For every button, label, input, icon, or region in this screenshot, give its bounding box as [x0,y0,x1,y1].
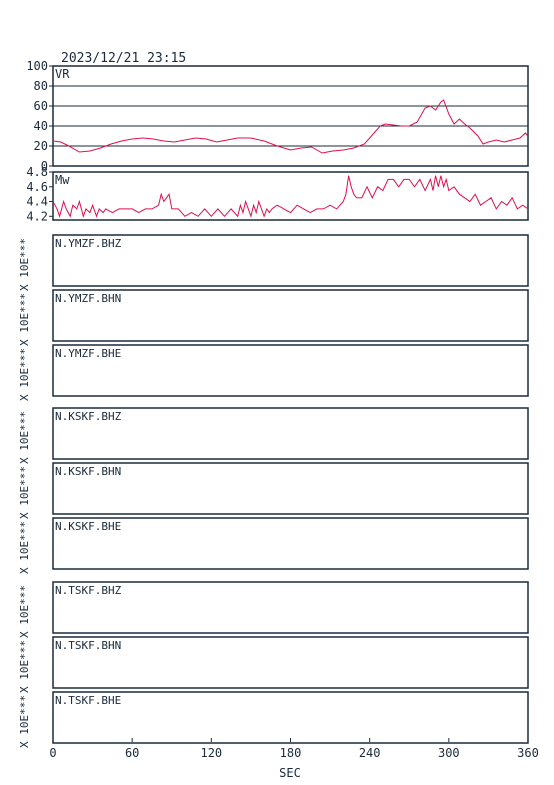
line-panel-mw: 4.84.64.44.2 Mw [26,165,529,223]
panel-frame [52,407,529,460]
x-tick-label: 120 [200,746,222,760]
panel-frame [52,462,529,515]
y-tick-label: 20 [34,139,48,153]
station-panel: N.YMZF.BHN X 10E*** [18,289,529,346]
panel-frame [52,171,529,221]
scale-label: X 10E*** [18,293,31,346]
y-tick-label: 4.8 [26,165,48,179]
x-tick-label: 180 [280,746,302,760]
scale-label: X 10E*** [18,585,31,638]
station-panel: N.KSKF.BHE X 10E*** [18,517,529,574]
scale-label: X 10E*** [18,238,31,291]
panel-title: VR [55,67,70,81]
station-panel: N.KSKF.BHZ X 10E*** [18,407,529,464]
station-label: N.TSKF.BHZ [55,584,122,597]
scale-label: X 10E*** [18,411,31,464]
series-line-mw [52,175,529,219]
x-axis-label: SEC [279,766,301,780]
x-tick-label: 0 [49,746,56,760]
scale-label: X 10E*** [18,521,31,574]
panel-frame [52,636,529,689]
station-label: N.KSKF.BHZ [55,410,122,423]
timestamp: 2023/12/21 23:15 [61,51,186,66]
panel-title: Mw [55,173,70,187]
x-tick-label: 60 [125,746,139,760]
station-panel: N.TSKF.BHN X 10E*** [18,636,529,693]
y-tick-label: 4.4 [26,195,48,209]
y-tick-label: 40 [34,119,48,133]
scale-label: X 10E*** [18,640,31,693]
station-label: N.TSKF.BHE [55,694,121,707]
scale-label: X 10E*** [18,348,31,401]
x-tick-label: 300 [438,746,460,760]
x-tick-label: 240 [359,746,381,760]
panel-frame [52,65,529,167]
line-panel-vr: 100 80 60 40 20 0 VR [26,59,529,173]
y-tick-label: 100 [26,59,48,73]
station-panel: N.YMZF.BHE X 10E*** [18,344,529,401]
station-label: N.YMZF.BHZ [55,237,122,250]
y-tick-label: 4.2 [26,209,48,223]
panel-frame [52,691,529,744]
station-panel: N.TSKF.BHE X 10E*** [18,691,529,748]
y-tick-label: 60 [34,99,48,113]
station-label: N.YMZF.BHN [55,292,121,305]
x-tick-label: 360 [517,746,539,760]
station-label: N.KSKF.BHE [55,520,121,533]
scale-label: X 10E*** [18,466,31,519]
panel-frame [52,289,529,342]
panel-frame [52,517,529,570]
panel-frame [52,234,529,287]
y-tick-label: 0 [41,159,48,173]
panel-frame [52,581,529,634]
station-panel: N.KSKF.BHN X 10E*** [18,462,529,519]
station-panel: N.YMZF.BHZ X 10E*** [18,234,529,291]
series-line-vr [52,99,529,154]
y-tick-label: 80 [34,79,48,93]
station-panel: N.TSKF.BHZ X 10E*** [18,581,529,638]
station-label: N.KSKF.BHN [55,465,121,478]
y-tick-label: 4.6 [26,180,48,194]
station-label: N.TSKF.BHN [55,639,121,652]
scale-label: X 10E*** [18,695,31,748]
station-label: N.YMZF.BHE [55,347,121,360]
panel-frame [52,344,529,397]
